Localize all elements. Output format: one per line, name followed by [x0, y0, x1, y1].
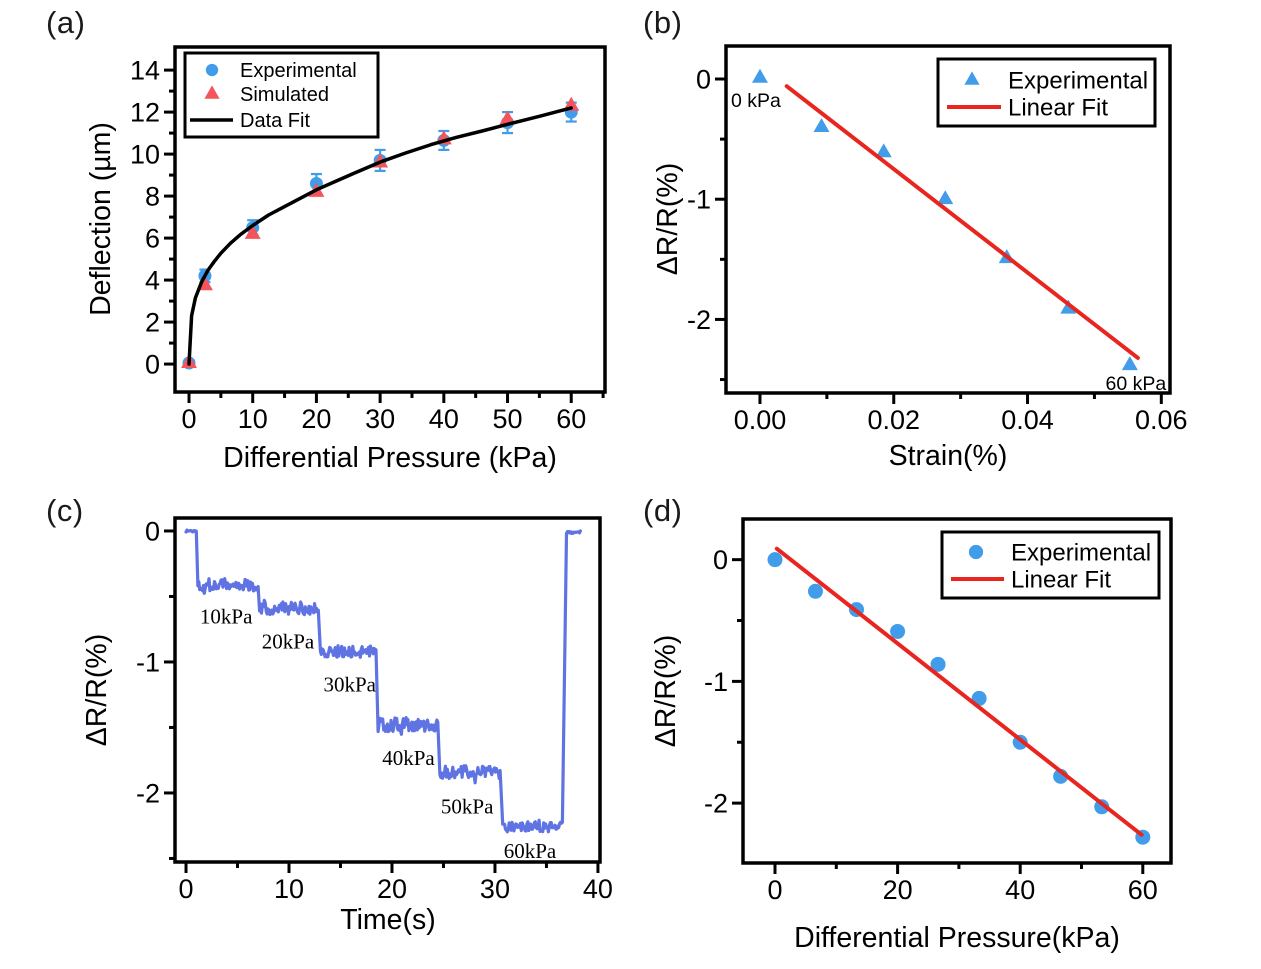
panel-d-label: (d): [643, 493, 683, 528]
panel-a-axes: 0 10 20 30 40 50 60 0 2 4 6 8 10 12 14 Differential Pre…: [85, 56, 605, 474]
series-0-trace: [184, 528, 583, 834]
svg-text:30: 30: [365, 404, 395, 434]
svg-text:Experimental: Experimental: [1008, 67, 1148, 94]
panel-d-series: [767, 546, 1151, 845]
panel-c-series: [184, 528, 583, 834]
svg-text:8: 8: [145, 182, 160, 212]
svg-text:-1: -1: [704, 667, 728, 697]
svg-text:ΔR/R(%): ΔR/R(%): [650, 635, 682, 747]
panel-d-plot-border: [741, 517, 1173, 865]
svg-text:2: 2: [145, 308, 160, 338]
svg-text:0: 0: [179, 874, 194, 904]
panel-a-series: [181, 96, 580, 370]
panel-b-annotations: 0 kPa 60 kPa: [731, 90, 1166, 395]
panel-b-plot-border: [724, 44, 1172, 395]
svg-text:0: 0: [145, 350, 160, 380]
panel-b-label: (b): [643, 5, 683, 40]
panel-a-plot-border: [173, 45, 607, 394]
svg-text:20: 20: [883, 875, 913, 905]
panel-a-chart: 0 10 20 30 40 50 60 0 2 4 6 8 10 12 14 Differential Pre…: [85, 45, 607, 474]
svg-text:20: 20: [377, 874, 407, 904]
panel-c-axes: 0 10 20 30 40 0 -1 -2 Time(s) ΔR/R(%): [81, 516, 613, 936]
svg-text:60: 60: [1128, 875, 1158, 905]
svg-text:0.02: 0.02: [867, 405, 920, 435]
panel-d-axes: 0 20 40 60 0 -1 -2 Differential Pressure(kPa) ΔR…: [650, 545, 1158, 954]
svg-text:12: 12: [130, 98, 160, 128]
svg-text:Data Fit: Data Fit: [240, 110, 310, 132]
svg-text:0 kPa: 0 kPa: [731, 90, 781, 112]
series-1-line: [774, 546, 1144, 837]
svg-text:0: 0: [767, 875, 782, 905]
svg-text:40kPa: 40kPa: [382, 746, 435, 770]
svg-text:0: 0: [696, 64, 711, 94]
svg-text:Linear Fit: Linear Fit: [1008, 94, 1108, 121]
svg-text:-2: -2: [687, 305, 711, 335]
svg-text:10: 10: [238, 404, 268, 434]
svg-text:Differential Pressure (kPa): Differential Pressure (kPa): [223, 442, 557, 474]
svg-text:Simulated: Simulated: [240, 84, 329, 106]
svg-text:ΔR/R(%): ΔR/R(%): [81, 634, 113, 746]
svg-text:30: 30: [480, 874, 510, 904]
svg-text:0: 0: [713, 545, 728, 575]
svg-text:20: 20: [301, 404, 331, 434]
svg-text:Strain(%): Strain(%): [889, 440, 1008, 472]
svg-text:-2: -2: [136, 778, 160, 808]
svg-text:-1: -1: [687, 185, 711, 215]
svg-text:30kPa: 30kPa: [324, 673, 377, 697]
svg-text:60 kPa: 60 kPa: [1106, 373, 1167, 395]
svg-text:0: 0: [181, 404, 196, 434]
svg-text:-1: -1: [136, 647, 160, 677]
panel-b-axes: 0.00 0.02 0.04 0.06 0 -1 -2 Strain(%) ΔR/R(%): [652, 64, 1188, 472]
svg-text:4: 4: [145, 266, 160, 296]
svg-text:Linear Fit: Linear Fit: [1011, 566, 1111, 593]
svg-text:0: 0: [145, 516, 160, 546]
svg-text:10kPa: 10kPa: [200, 604, 253, 628]
svg-text:50kPa: 50kPa: [441, 794, 494, 818]
svg-text:60: 60: [556, 404, 586, 434]
panel-c-label: (c): [46, 493, 84, 528]
svg-text:40: 40: [583, 874, 613, 904]
panel-a-label: (a): [46, 5, 86, 40]
svg-text:Differential Pressure(kPa): Differential Pressure(kPa): [794, 922, 1120, 954]
svg-text:0.00: 0.00: [734, 405, 787, 435]
panel-b-series: [751, 68, 1140, 371]
panel-d-chart: 0 20 40 60 0 -1 -2 Differential Pressure(kPa) ΔR…: [650, 517, 1173, 954]
svg-text:50: 50: [493, 404, 523, 434]
svg-text:10: 10: [130, 140, 160, 170]
svg-text:Time(s): Time(s): [340, 904, 436, 936]
svg-text:60kPa: 60kPa: [504, 839, 557, 863]
series-2-line: [187, 106, 573, 366]
series-1-line: [784, 84, 1140, 360]
panel-c-plot-border: [173, 516, 602, 864]
svg-text:Experimental: Experimental: [1011, 539, 1151, 566]
svg-text:40: 40: [429, 404, 459, 434]
svg-text:14: 14: [130, 56, 160, 86]
svg-text:6: 6: [145, 224, 160, 254]
svg-text:20kPa: 20kPa: [262, 629, 315, 653]
svg-text:ΔR/R(%): ΔR/R(%): [652, 163, 684, 275]
svg-text:40: 40: [1005, 875, 1035, 905]
panel-b-chart: 0.00 0.02 0.04 0.06 0 -1 -2 Strain(%) ΔR/R(%) 0 k…: [652, 44, 1188, 472]
svg-text:10: 10: [274, 874, 304, 904]
svg-text:0.04: 0.04: [1001, 405, 1054, 435]
svg-text:Experimental: Experimental: [240, 60, 357, 82]
panel-c-chart: 0 10 20 30 40 0 -1 -2 Time(s) ΔR/R(%) 10kPa 20kPa 30…: [81, 516, 613, 936]
svg-text:Deflection (µm): Deflection (µm): [85, 122, 117, 316]
svg-text:-2: -2: [704, 789, 728, 819]
svg-text:0.06: 0.06: [1135, 405, 1188, 435]
